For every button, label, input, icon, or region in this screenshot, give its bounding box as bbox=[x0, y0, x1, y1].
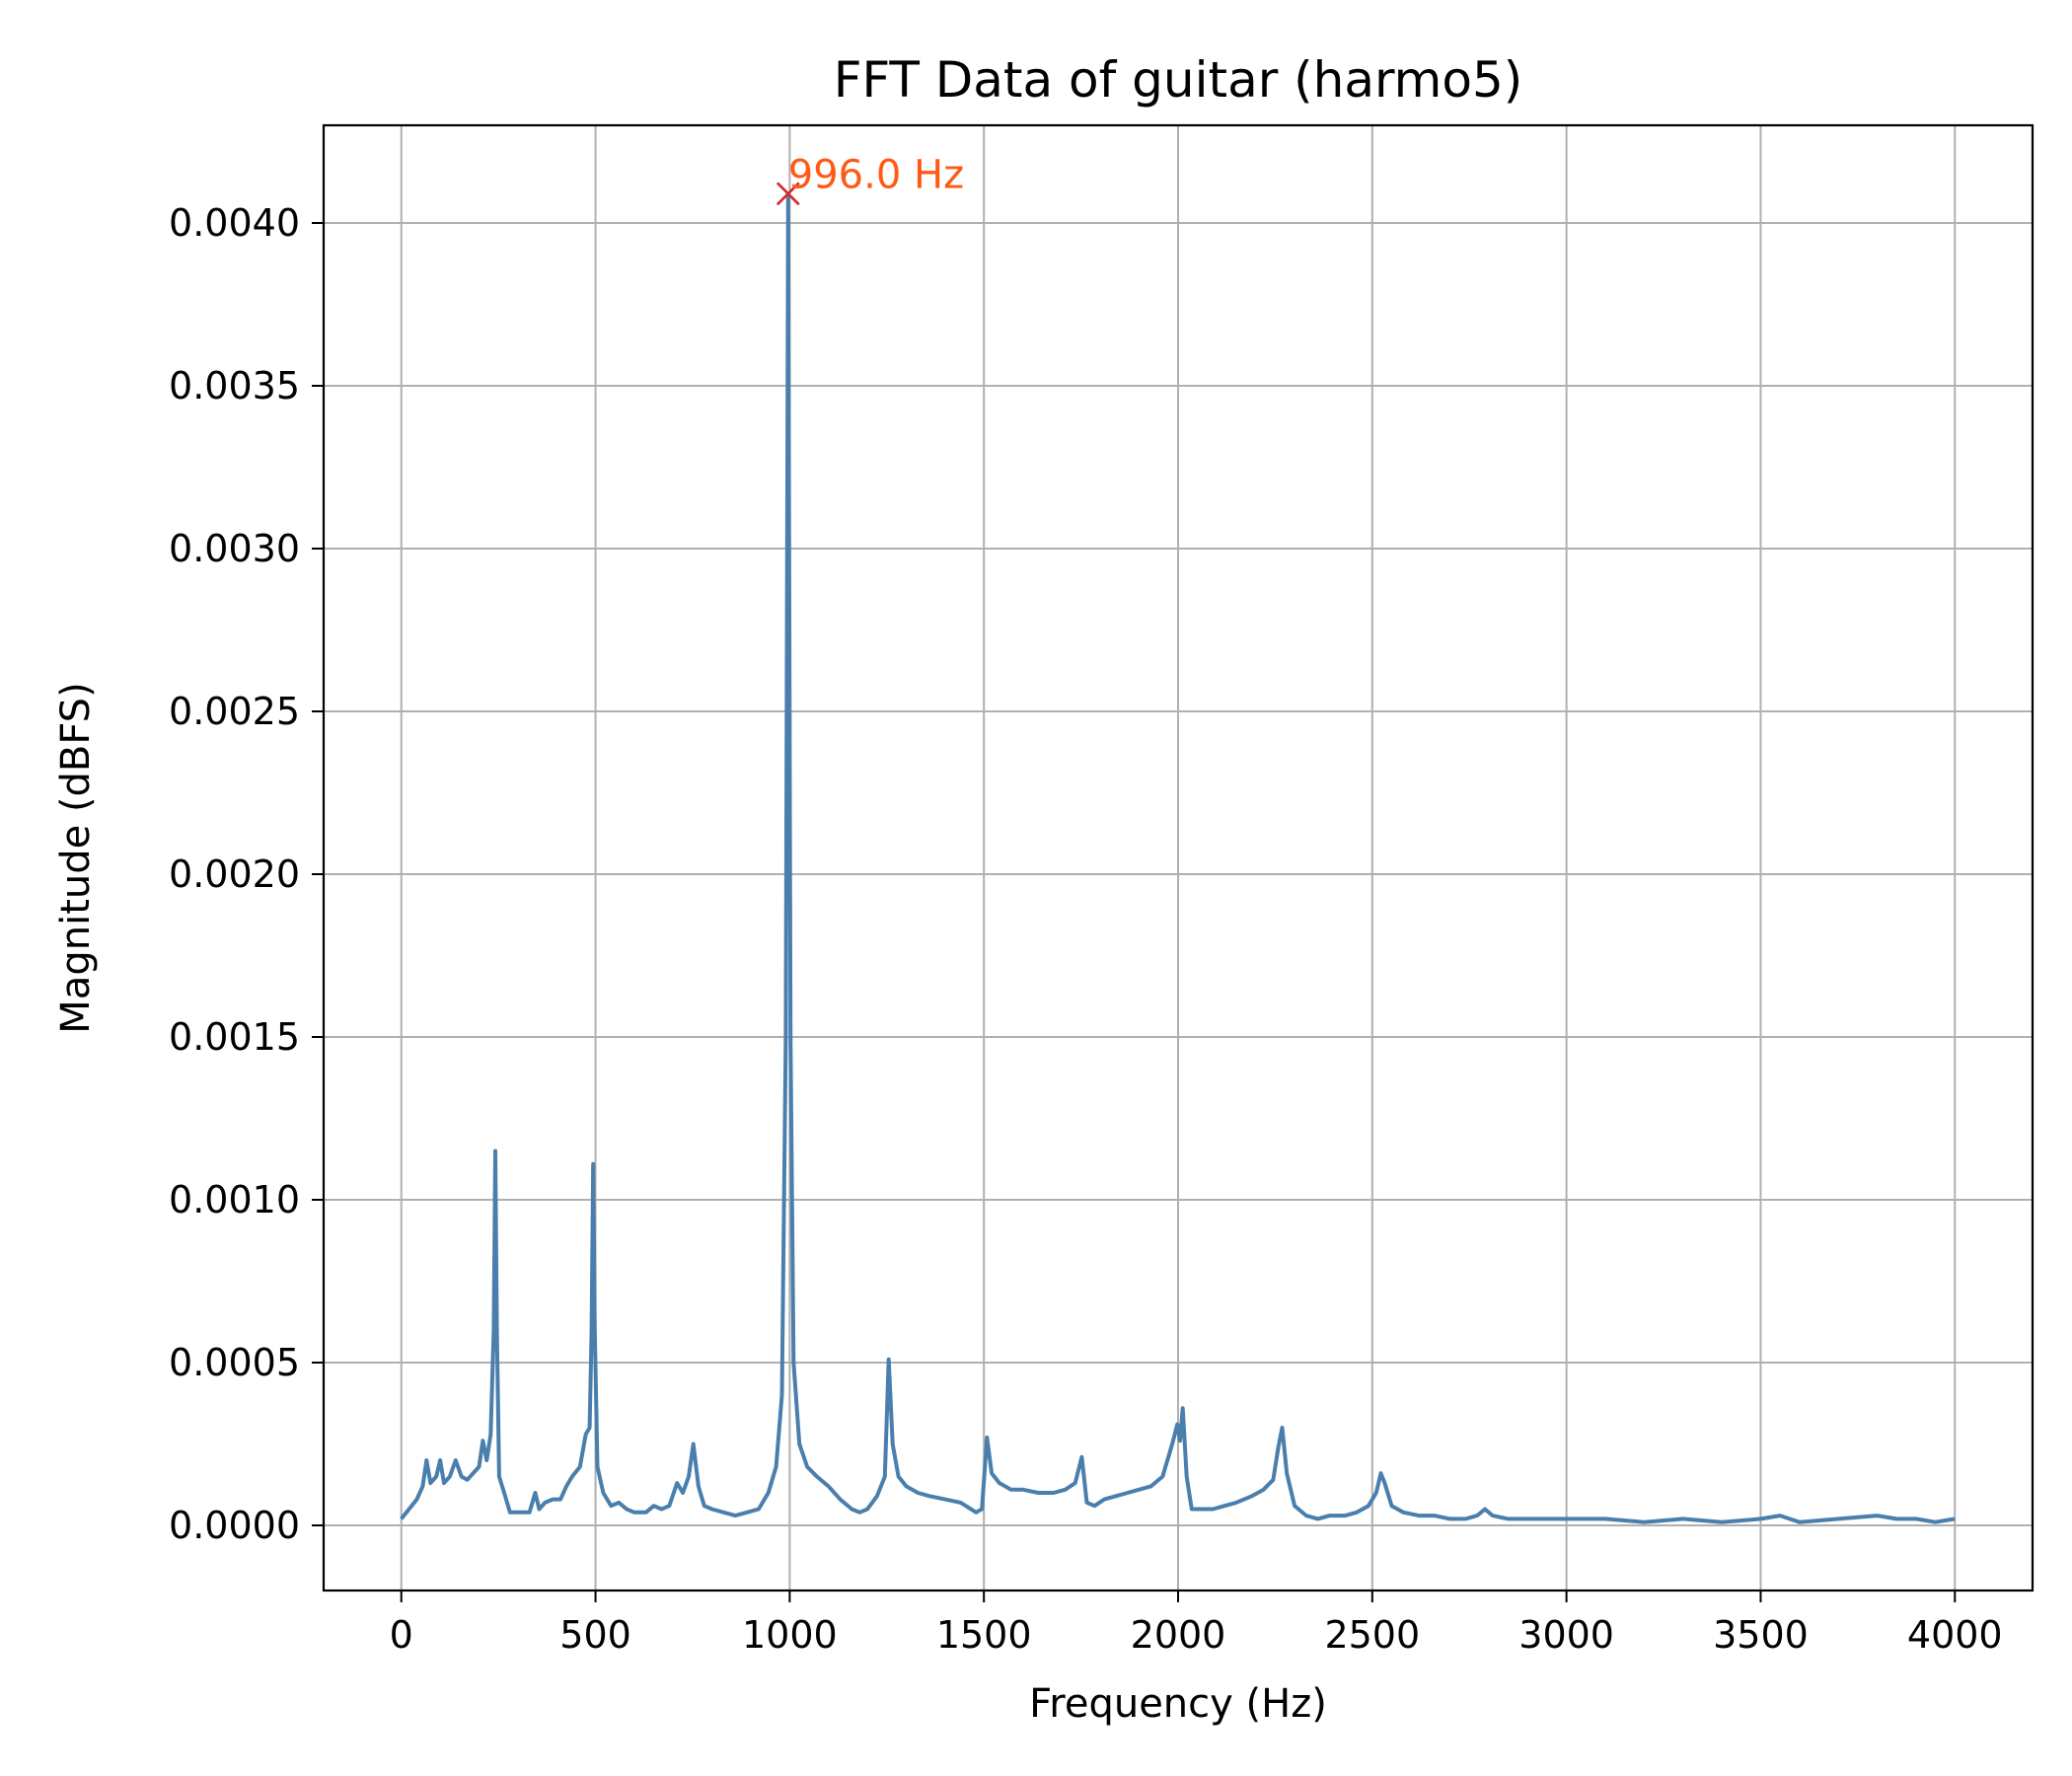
x-tick-label: 1000 bbox=[742, 1613, 838, 1657]
y-tick-label: 0.0035 bbox=[169, 364, 300, 407]
y-tick-label: 0.0020 bbox=[169, 852, 300, 896]
chart-title: FFT Data of guitar (harmo5) bbox=[834, 51, 1523, 109]
x-tick-label: 0 bbox=[390, 1613, 413, 1657]
annotation-layer: 996.0 Hz bbox=[776, 152, 964, 206]
peak-frequency-label: 996.0 Hz bbox=[788, 152, 964, 197]
x-tick-label: 4000 bbox=[1907, 1613, 2003, 1657]
y-tick-label: 0.0015 bbox=[169, 1015, 300, 1059]
y-tick-label: 0.0040 bbox=[169, 201, 300, 245]
y-tick-label: 0.0000 bbox=[169, 1504, 300, 1547]
x-tick-label: 3000 bbox=[1518, 1613, 1614, 1657]
x-tick-label: 3500 bbox=[1713, 1613, 1809, 1657]
x-axis-title: Frequency (Hz) bbox=[1029, 1681, 1327, 1727]
x-tick-label: 2500 bbox=[1324, 1613, 1420, 1657]
x-tick-label: 1500 bbox=[936, 1613, 1032, 1657]
spectrum-line bbox=[400, 191, 1956, 1524]
y-axis-ticks: 0.0000 0.0005 0.0010 0.0015 0.0020 0.0025 0.00… bbox=[169, 201, 324, 1547]
x-axis-ticks: 0 500 1000 1500 2000 2500 3000 3500 4000 bbox=[390, 1591, 2003, 1657]
x-tick-label: 500 bbox=[559, 1613, 631, 1657]
x-tick-label: 2000 bbox=[1131, 1613, 1226, 1657]
y-tick-label: 0.0010 bbox=[169, 1178, 300, 1221]
y-tick-label: 0.0025 bbox=[169, 690, 300, 733]
y-tick-label: 0.0005 bbox=[169, 1341, 300, 1384]
peak-marker-x-icon bbox=[776, 182, 800, 206]
y-axis-title: Magnitude (dBFS) bbox=[53, 682, 99, 1033]
y-tick-label: 0.0030 bbox=[169, 527, 300, 570]
series-layer bbox=[400, 191, 1956, 1524]
